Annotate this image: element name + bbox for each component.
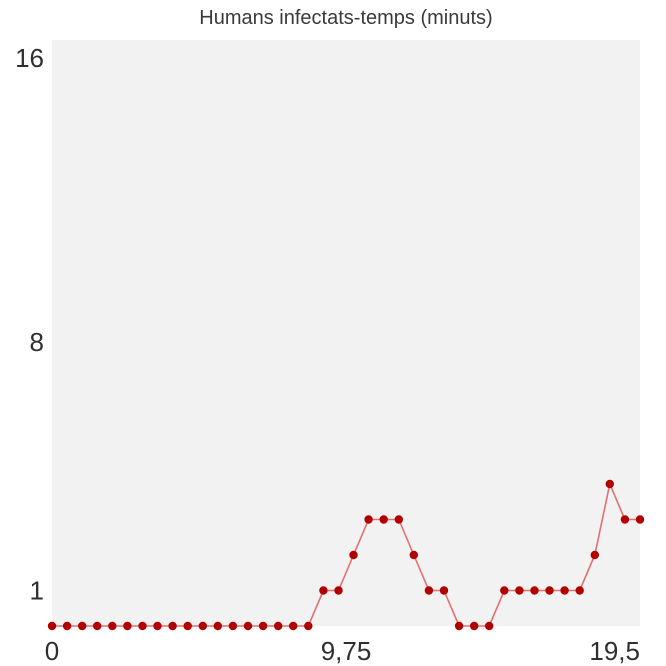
data-point (334, 586, 343, 595)
data-point (62, 621, 72, 631)
data-point (454, 621, 464, 631)
data-point (108, 621, 117, 631)
data-point (605, 479, 614, 489)
data-point (274, 621, 283, 631)
x-tick-label: 9,75 (321, 636, 372, 666)
data-point (213, 621, 222, 631)
data-point (138, 621, 147, 631)
data-point (575, 586, 584, 595)
plot-area (52, 40, 640, 626)
series-markers (47, 479, 645, 631)
data-point (47, 621, 57, 631)
data-point (635, 515, 645, 524)
data-point (439, 586, 449, 595)
data-point (319, 586, 328, 595)
data-point (394, 515, 403, 524)
x-tick-label: 19,5 (589, 636, 640, 666)
data-point (304, 621, 313, 631)
data-point (78, 621, 87, 631)
data-point (515, 586, 524, 595)
y-tick-label: 8 (30, 327, 44, 357)
data-point (424, 586, 434, 595)
data-point (500, 586, 509, 595)
data-point (153, 621, 162, 631)
data-point (379, 515, 388, 524)
y-tick-label: 1 (30, 576, 44, 606)
data-point (470, 621, 479, 631)
data-point (485, 621, 494, 631)
data-point (364, 515, 373, 524)
data-point (258, 621, 268, 631)
data-point (243, 621, 253, 631)
data-point (349, 550, 358, 560)
data-point (198, 621, 207, 631)
data-point (123, 621, 132, 631)
data-point (620, 515, 630, 524)
data-point (545, 586, 554, 595)
data-point (183, 621, 192, 631)
data-point (168, 621, 177, 631)
data-point (409, 550, 418, 560)
data-point (289, 621, 298, 631)
x-tick-label: 0 (45, 636, 59, 666)
data-point (560, 586, 569, 595)
data-point (228, 621, 238, 631)
data-point (93, 621, 102, 631)
data-point (590, 550, 599, 560)
data-point (530, 586, 539, 595)
series-line (52, 481, 640, 627)
x-axis-tick-labels: 0 9,75 19,5 (45, 636, 640, 666)
y-tick-label: 16 (15, 43, 44, 73)
chart-title: Humans infectats-temps (minuts) (199, 7, 492, 29)
